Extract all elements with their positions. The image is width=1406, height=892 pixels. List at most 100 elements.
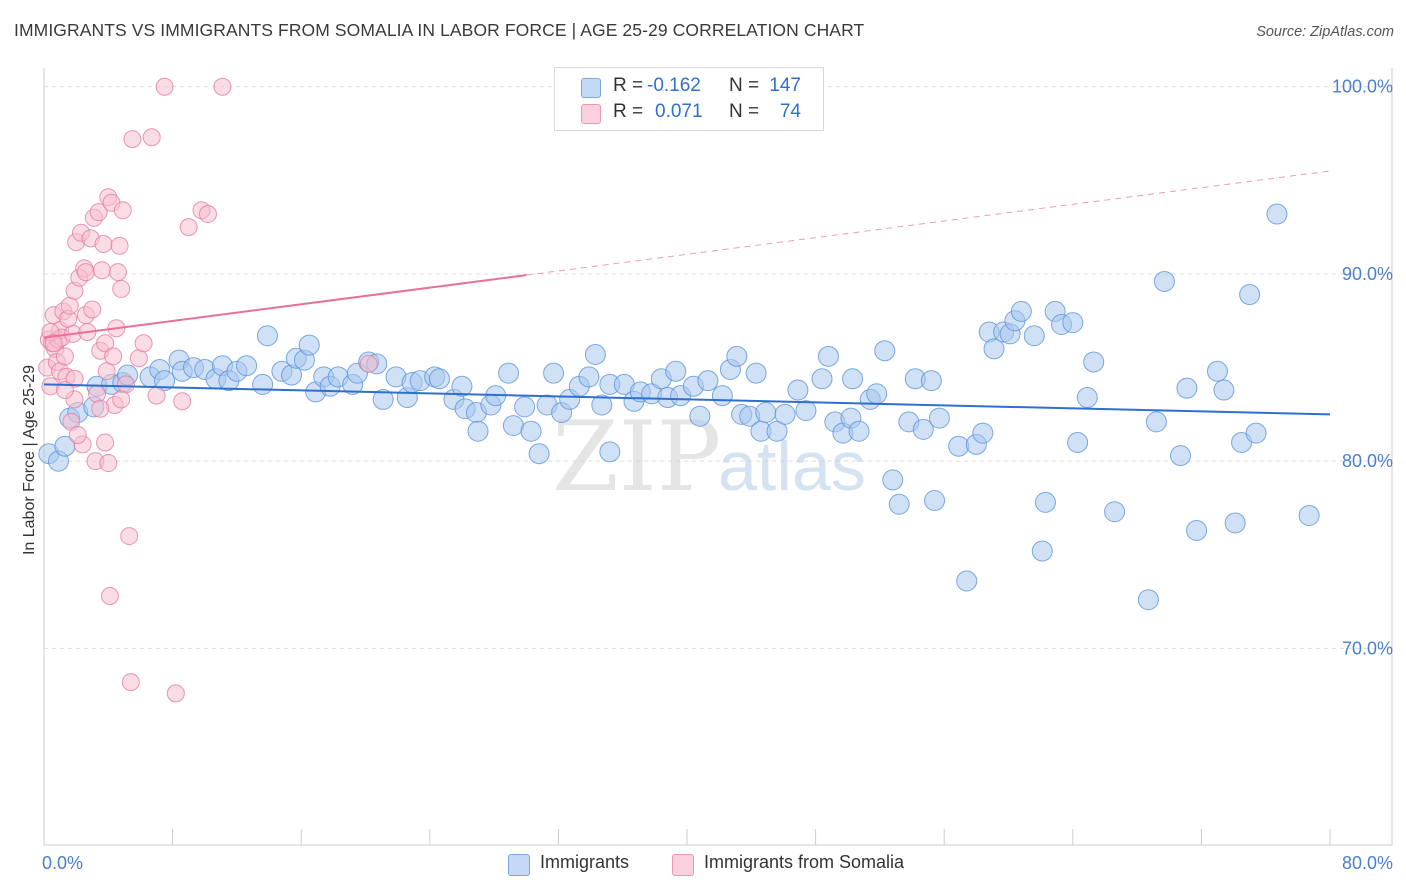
data-point [817, 345, 839, 367]
data-point [1104, 501, 1126, 523]
data-point [956, 570, 978, 592]
data-point [1298, 504, 1320, 526]
y-tick-label: 70.0% [1342, 638, 1393, 658]
data-point [599, 441, 621, 463]
y-axis-label: In Labor Force | Age 25-29 [21, 365, 38, 555]
data-point [972, 422, 994, 444]
data-point [142, 128, 161, 147]
data-point [514, 396, 536, 418]
bottom-legend-swatch-blue [508, 854, 530, 876]
data-point [1170, 445, 1192, 467]
bottom-legend-swatch-pink [672, 854, 694, 876]
data-point [1076, 387, 1098, 409]
data-point [983, 338, 1005, 360]
data-point [1266, 203, 1288, 225]
legend-n-label: N = [729, 75, 760, 96]
data-point [591, 394, 613, 416]
data-point [112, 279, 131, 298]
legend-n-label: N = [729, 101, 760, 122]
data-point [1010, 300, 1032, 322]
immigrants-trend-line [43, 383, 1331, 416]
data-point [866, 383, 888, 405]
data-point [198, 205, 217, 224]
data-point [372, 388, 394, 410]
legend-n-value: 147 [769, 75, 801, 96]
data-point [298, 334, 320, 356]
data-point [1213, 379, 1235, 401]
data-point [882, 469, 904, 491]
data-point [129, 349, 148, 368]
data-point [1062, 312, 1084, 334]
data-point [89, 203, 108, 222]
data-point [120, 527, 139, 546]
y-tick-label: 100.0% [1332, 77, 1393, 97]
data-point [1034, 491, 1056, 513]
y-tick-label: 80.0% [1342, 451, 1393, 471]
legend-row-somalia: R = 0.071 N = 74 [555, 101, 823, 127]
data-point [91, 399, 110, 418]
data-point [528, 443, 550, 465]
legend-swatch-pink [581, 104, 601, 124]
data-point [755, 402, 777, 424]
data-point [104, 347, 123, 366]
data-point [94, 234, 113, 253]
data-point [166, 684, 185, 703]
data-point [60, 296, 79, 315]
data-point [121, 673, 140, 692]
legend-row-immigrants: R = -0.162 N = 147 [555, 75, 823, 101]
data-point [578, 366, 600, 388]
data-point [665, 360, 687, 382]
legend-r-value: -0.162 [647, 75, 701, 96]
data-point [1239, 284, 1261, 306]
data-point [920, 370, 942, 392]
data-point [766, 420, 788, 442]
bottom-legend-label: Immigrants from Somalia [704, 852, 905, 872]
data-point [745, 362, 767, 384]
data-point [774, 403, 796, 425]
data-point [108, 263, 127, 282]
data-point [689, 405, 711, 427]
data-point [1153, 270, 1175, 292]
data-point [155, 77, 174, 96]
data-point [112, 390, 131, 409]
legend-r-value: 0.071 [655, 101, 703, 122]
data-point [179, 218, 198, 237]
data-point [948, 435, 970, 457]
data-point [113, 201, 132, 220]
data-point [1206, 360, 1228, 382]
data-point [928, 407, 950, 429]
immigrants-points [38, 203, 1320, 611]
data-point [173, 392, 192, 411]
data-point [874, 340, 896, 362]
data-point [1245, 422, 1267, 444]
chart-title: IMMIGRANTS VS IMMIGRANTS FROM SOMALIA IN… [14, 20, 865, 40]
data-point [96, 433, 115, 452]
correlation-legend: R = -0.162 N = 147 R = 0.071 N = 74 [554, 67, 824, 131]
legend-r-label: R = [613, 75, 644, 96]
data-point [787, 379, 809, 401]
data-point [97, 362, 116, 381]
data-point [96, 334, 115, 353]
data-point [584, 343, 606, 365]
data-point [1023, 325, 1045, 347]
data-point [83, 300, 102, 319]
data-point [451, 375, 473, 397]
data-point [154, 370, 176, 392]
data-point [498, 362, 520, 384]
data-point [99, 454, 118, 473]
data-point [213, 77, 232, 96]
data-point [848, 420, 870, 442]
somalia-trend-line-dashed [526, 170, 1331, 276]
data-point [1031, 540, 1053, 562]
data-point [116, 375, 135, 394]
data-point [1137, 589, 1159, 611]
data-point [1176, 377, 1198, 399]
data-point [1186, 519, 1208, 541]
data-point [924, 489, 946, 511]
data-point [467, 420, 489, 442]
x-tick-label: 0.0% [42, 853, 83, 873]
data-point [359, 354, 378, 373]
data-point [842, 368, 864, 390]
data-point [110, 236, 129, 255]
